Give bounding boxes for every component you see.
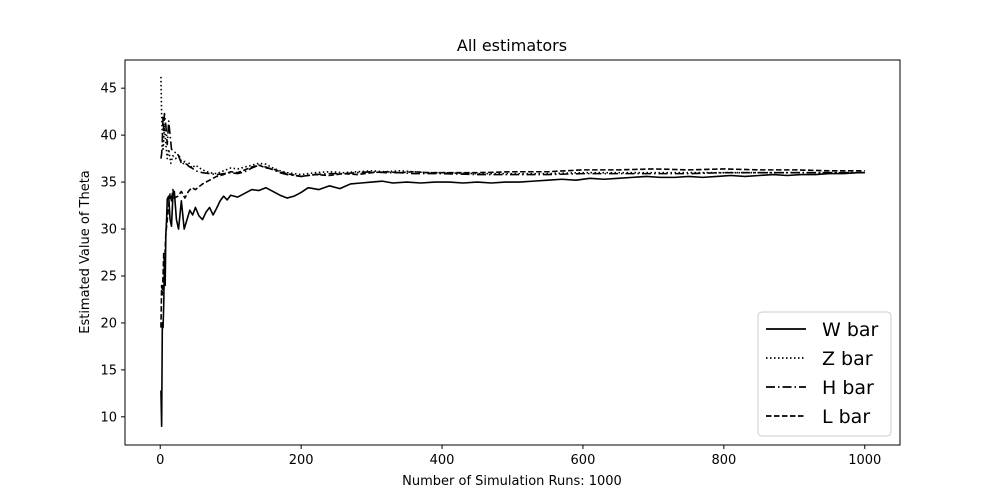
y-tick-label: 25 (100, 269, 117, 284)
axes-frame (124, 59, 901, 446)
y-tick-label: 10 (100, 410, 117, 425)
x-tick-label: 800 (711, 453, 736, 468)
series-line-w-bar (160, 171, 865, 428)
legend-label-w-bar: W bar (822, 319, 879, 341)
y-tick-label: 20 (100, 316, 117, 331)
series-line-l-bar (160, 164, 865, 328)
y-axis: 10 15 20 25 30 35 40 45 (100, 82, 125, 425)
y-tick-label: 35 (100, 176, 117, 191)
series-line-h-bar (160, 112, 865, 178)
x-tick-label: 0 (156, 453, 164, 468)
chart-title: All estimators (457, 36, 567, 55)
plot-area (160, 76, 865, 428)
series-line-z-bar (160, 76, 865, 176)
x-tick-label: 600 (571, 453, 596, 468)
legend: W bar Z bar H bar L bar (757, 311, 892, 437)
legend-label-h-bar: H bar (822, 377, 874, 399)
y-tick-label: 30 (100, 223, 117, 238)
y-axis-title: Estimated Value of Theta (78, 170, 93, 334)
y-tick-label: 45 (100, 82, 117, 97)
x-tick-label: 400 (430, 453, 455, 468)
x-axis-title: Number of Simulation Runs: 1000 (402, 474, 622, 489)
legend-label-l-bar: L bar (822, 406, 870, 428)
x-axis: 0 200 400 600 800 1000 (156, 445, 881, 468)
y-tick-label: 15 (100, 363, 117, 378)
legend-label-z-bar: Z bar (822, 348, 873, 370)
legend-box (757, 311, 892, 437)
y-tick-label: 40 (100, 129, 117, 144)
x-tick-label: 200 (289, 453, 314, 468)
x-tick-label: 1000 (848, 453, 881, 468)
